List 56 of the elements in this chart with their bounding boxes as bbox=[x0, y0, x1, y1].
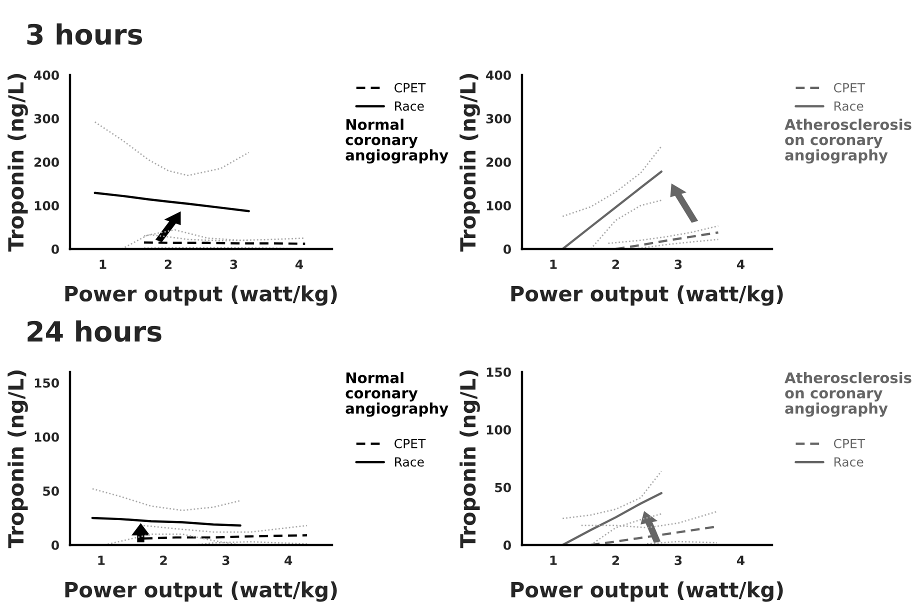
x-axis-title: Power output (watt/kg) bbox=[65, 285, 337, 306]
x-tick-label: 1 bbox=[550, 556, 557, 565]
legend-label: Race bbox=[834, 457, 864, 467]
legend-label: Race bbox=[395, 457, 424, 467]
y-tick-label: 150 bbox=[34, 378, 59, 388]
x-tick-label: 3 bbox=[222, 556, 230, 566]
text: Normal coronary angiography bbox=[346, 372, 448, 417]
x-tick-label: 4 bbox=[736, 556, 745, 565]
x-tick-label: 4 bbox=[284, 556, 292, 565]
y-tick-label: 0 bbox=[51, 540, 59, 550]
x-tick-label: 2 bbox=[164, 260, 172, 269]
legend-label: Race bbox=[395, 102, 424, 111]
legend-label: CPET bbox=[394, 82, 426, 92]
y-tick-label: 50 bbox=[43, 486, 59, 496]
y-tick-label: 50 bbox=[495, 482, 511, 492]
y-axis-title: Troponin (ng/L) bbox=[460, 370, 480, 548]
x-tick-label: 2 bbox=[612, 260, 620, 269]
chart-title: 24 hours bbox=[28, 320, 162, 342]
text: Atherosclerosis on coronary angiography bbox=[784, 118, 912, 164]
x-tick-label: 4 bbox=[295, 260, 304, 269]
y-tick-label: 200 bbox=[34, 157, 59, 167]
x-tick-label: 3 bbox=[674, 556, 682, 566]
x-tick-label: 1 bbox=[100, 260, 106, 269]
x-tick-label: 2 bbox=[612, 556, 620, 565]
y-tick-label: 100 bbox=[486, 425, 511, 435]
x-tick-label: 2 bbox=[160, 556, 167, 565]
y-tick-label: 400 bbox=[34, 70, 59, 80]
y-tick-label: 0 bbox=[51, 244, 59, 254]
x-tick-label: 1 bbox=[550, 260, 557, 269]
legend-label: CPET bbox=[834, 82, 866, 92]
text: Atherosclerosis on coronary angiography bbox=[784, 372, 912, 417]
legend-label: Race bbox=[834, 102, 864, 111]
legend-label: CPET bbox=[834, 438, 866, 448]
y-tick-label: 200 bbox=[486, 157, 511, 167]
y-axis-title: Troponin (ng/L) bbox=[460, 74, 480, 252]
chart-title: 3 hours bbox=[27, 23, 142, 45]
y-tick-label: 100 bbox=[486, 200, 511, 210]
x-axis-title: Power output (watt/kg) bbox=[511, 285, 783, 306]
y-tick-label: 150 bbox=[486, 367, 511, 377]
x-tick-label: 3 bbox=[230, 260, 238, 270]
legend-label: CPET bbox=[394, 438, 426, 448]
y-tick-label: 400 bbox=[486, 70, 511, 80]
y-tick-label: 0 bbox=[503, 244, 511, 254]
y-axis-title: Troponin (ng/L) bbox=[8, 370, 28, 548]
y-tick-label: 100 bbox=[34, 200, 59, 210]
text: Normal coronary angiography bbox=[346, 118, 448, 164]
x-axis-title: Power output (watt/kg) bbox=[65, 581, 337, 602]
x-tick-label: 4 bbox=[736, 260, 745, 269]
y-tick-label: 300 bbox=[34, 114, 59, 124]
y-tick-label: 0 bbox=[503, 540, 511, 550]
x-tick-label: 1 bbox=[98, 556, 105, 565]
x-tick-label: 3 bbox=[674, 260, 682, 270]
y-tick-label: 300 bbox=[486, 114, 511, 124]
y-axis-title: Troponin (ng/L) bbox=[8, 74, 28, 252]
x-axis-title: Power output (watt/kg) bbox=[511, 581, 783, 602]
y-tick-label: 100 bbox=[34, 432, 59, 442]
